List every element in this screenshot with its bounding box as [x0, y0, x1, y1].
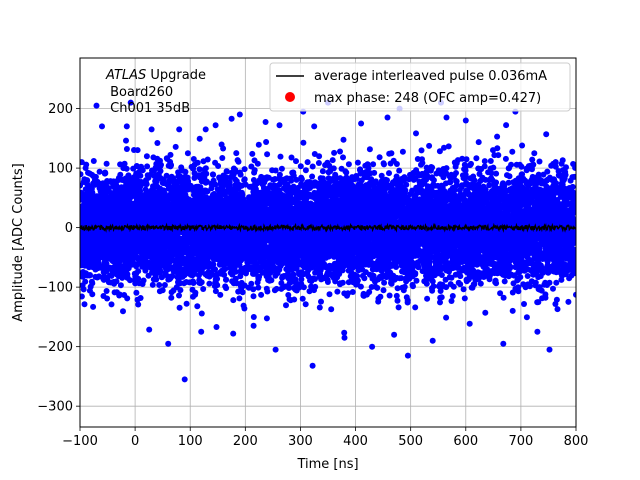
scatter-point: [378, 172, 385, 179]
scatter-point: [449, 293, 456, 299]
scatter-point: [163, 172, 170, 179]
scatter-point: [445, 143, 452, 150]
scatter-point: [381, 279, 388, 286]
scatter-point: [81, 301, 88, 308]
scatter-point: [394, 285, 401, 292]
scatter-point: [324, 159, 331, 166]
scatter-point: [311, 189, 318, 196]
scatter-point: [409, 281, 416, 288]
scatter-point: [437, 299, 443, 306]
scatter-point: [206, 280, 213, 287]
scatter-point: [213, 324, 220, 330]
scatter-point: [334, 288, 341, 295]
scatter-point: [459, 182, 465, 189]
scatter-point: [466, 320, 473, 327]
scatter-point: [176, 292, 182, 299]
scatter-point: [304, 159, 311, 166]
scatter-point: [83, 161, 90, 168]
scatter-point: [349, 289, 356, 295]
scatter-point: [393, 292, 400, 299]
scatter-point: [325, 175, 332, 182]
scatter-point: [375, 298, 382, 305]
scatter-point: [135, 301, 142, 308]
scatter-point: [319, 168, 326, 175]
scatter-point: [223, 276, 230, 283]
scatter-point: [461, 295, 468, 302]
scatter-point: [198, 310, 205, 317]
scatter-point: [178, 164, 185, 171]
scatter-point: [263, 139, 270, 145]
scatter-point: [104, 178, 111, 185]
scatter-point: [563, 164, 569, 171]
scatter-point: [233, 150, 240, 157]
scatter-point: [239, 289, 246, 296]
scatter-point: [278, 165, 285, 172]
scatter-point: [519, 142, 526, 149]
scatter-point: [241, 166, 248, 173]
scatter-point: [418, 147, 425, 154]
scatter-point: [543, 131, 550, 138]
scatter-point: [453, 177, 459, 184]
scatter-point: [96, 168, 103, 175]
scatter-point: [388, 150, 395, 157]
scatter-point: [196, 135, 203, 142]
scatter-point: [424, 295, 431, 302]
scatter-point: [262, 119, 269, 125]
scatter-point: [486, 182, 493, 189]
scatter-point: [183, 300, 190, 307]
scatter-point: [250, 293, 257, 300]
scatter-point: [302, 301, 309, 308]
scatter-point: [249, 150, 256, 157]
scatter-point: [490, 164, 497, 171]
scatter-point: [497, 290, 504, 297]
scatter-point: [254, 160, 261, 167]
scatter-layer: [80, 99, 576, 383]
scatter-point: [553, 279, 560, 286]
scatter-point: [133, 289, 140, 296]
scatter-point: [550, 285, 556, 292]
scatter-point: [413, 277, 420, 284]
scatter-point: [490, 147, 496, 154]
scatter-point: [326, 291, 333, 298]
scatter-point: [194, 303, 201, 310]
scatter-point: [302, 167, 309, 174]
scatter-point: [354, 159, 361, 166]
scatter-point: [376, 154, 383, 161]
scatter-point: [386, 170, 392, 177]
scatter-point: [103, 288, 110, 294]
scatter-point: [80, 171, 84, 178]
scatter-point: [172, 143, 179, 150]
scatter-point: [143, 153, 150, 160]
scatter-point: [103, 160, 110, 167]
scatter-point: [316, 304, 323, 311]
scatter-point: [224, 168, 230, 175]
scatter-point: [184, 150, 191, 157]
scatter-point: [523, 314, 530, 321]
scatter-point: [298, 276, 305, 283]
scatter-point: [531, 150, 538, 157]
scatter-point: [232, 275, 239, 282]
scatter-point: [536, 158, 543, 165]
scatter-point: [506, 165, 512, 172]
scatter-point: [428, 276, 435, 283]
scatter-point: [293, 158, 299, 165]
scatter-point: [277, 153, 284, 160]
scatter-point: [337, 148, 343, 155]
scatter-point: [448, 298, 455, 304]
scatter-point: [337, 281, 343, 288]
scatter-point: [565, 298, 572, 305]
scatter-point: [436, 148, 443, 155]
scatter-point: [250, 314, 257, 320]
scatter-point: [318, 298, 324, 305]
scatter-point: [394, 297, 401, 304]
